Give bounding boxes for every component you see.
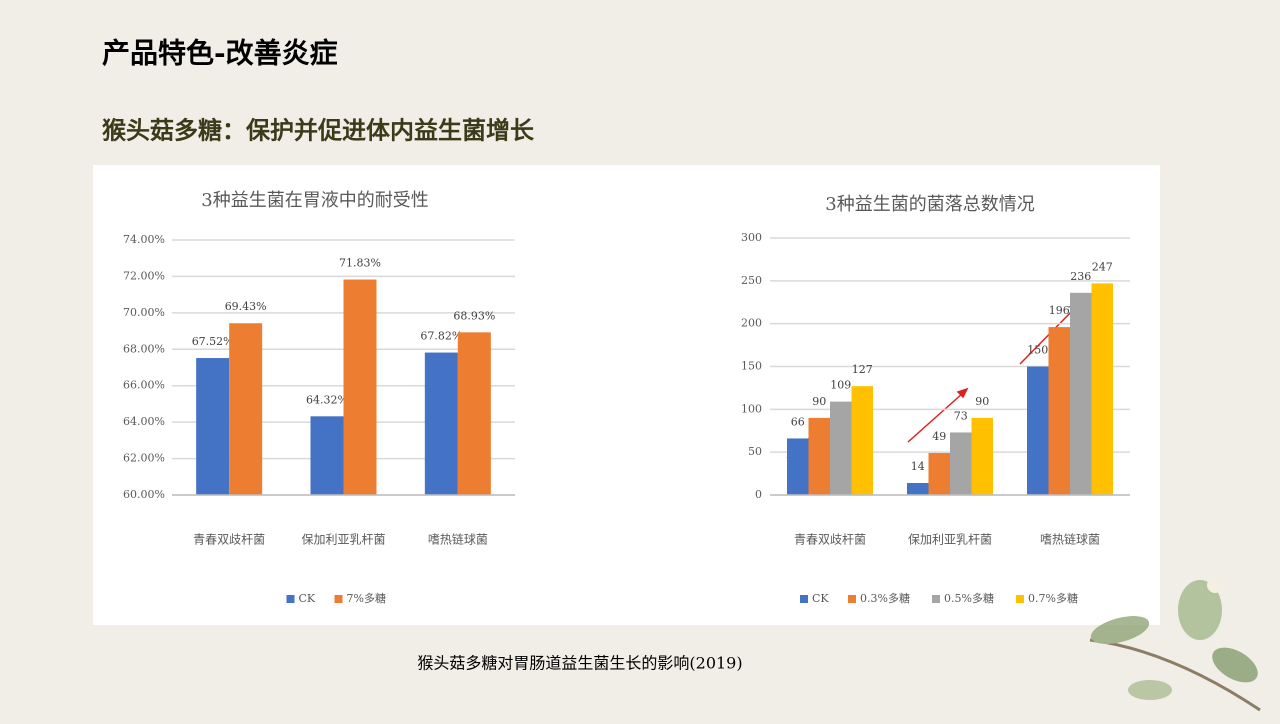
x-tick-label: 嗜热链球菌 [1040,532,1100,547]
bar [457,332,491,495]
x-tick-label: 保加利亚乳杆菌 [301,533,385,547]
bar [787,438,809,495]
bar [1091,283,1113,495]
bar [196,358,230,495]
bar [971,417,993,495]
bar [1070,292,1092,495]
bar [1048,327,1070,495]
slide-subtitle: 猴头菇多糖：保护并促进体内益生菌增长 [102,116,535,145]
data-label: 14 [911,460,925,473]
legend-label: 7%多糖 [347,591,386,605]
data-label: 68.93% [453,309,495,322]
chart-panel [93,165,1160,625]
legend-label: 0.3%多糖 [860,591,910,605]
data-label: 196 [1049,304,1070,317]
data-label: 71.83% [339,257,381,270]
data-label: 49 [932,430,946,443]
y-tick-label: 0 [755,488,762,501]
bar [229,323,263,495]
x-tick-label: 青春双歧杆菌 [794,533,866,547]
bar [830,401,852,495]
legend-swatch [848,595,856,603]
legend-swatch [286,595,295,603]
data-label: 236 [1070,270,1091,283]
legend-swatch [1016,595,1024,603]
chart-title: 3种益生菌的菌落总数情况 [825,194,1034,215]
caption: 猴头菇多糖对胃肠道益生菌生长的影响(2019) [417,654,742,673]
y-tick-label: 60.00% [123,488,165,501]
y-tick-label: 64.00% [123,415,165,428]
data-label: 109 [830,379,851,392]
data-label: 69.43% [225,300,267,313]
y-tick-label: 74.00% [123,233,165,246]
legend-swatch [334,595,343,603]
y-tick-label: 250 [741,274,762,287]
y-tick-label: 200 [741,317,762,330]
legend-swatch [932,595,940,603]
bar [950,432,972,495]
bar [310,416,344,495]
x-tick-label: 保加利亚乳杆菌 [908,533,992,547]
legend-label: CK [299,592,316,605]
x-tick-label: 青春双歧杆菌 [193,533,265,547]
slide-title: 产品特色-改善炎症 [102,37,338,70]
data-label: 66 [791,415,805,428]
bar [907,483,929,495]
decoration [1089,577,1261,712]
y-tick-label: 50 [748,445,762,458]
data-label: 73 [954,409,968,422]
bar [424,352,458,495]
data-label: 247 [1092,260,1113,273]
y-tick-label: 70.00% [123,306,165,319]
y-tick-label: 72.00% [123,269,165,282]
data-label: 90 [975,395,989,408]
bar [1027,366,1049,495]
data-label: 150 [1027,344,1048,357]
data-label: 90 [812,395,826,408]
data-label: 67.52% [192,335,234,348]
y-tick-label: 100 [741,402,762,415]
x-tick-label: 嗜热链球菌 [428,532,488,547]
bar [343,279,377,495]
legend-label: 0.7%多糖 [1028,591,1078,605]
y-tick-label: 300 [741,231,762,244]
bar [851,386,873,495]
chart-title: 3种益生菌在胃液中的耐受性 [201,190,428,211]
data-label: 127 [852,363,873,376]
y-tick-label: 68.00% [123,342,165,355]
y-tick-label: 62.00% [123,452,165,465]
legend-label: 0.5%多糖 [944,591,994,605]
data-label: 67.82% [420,330,462,343]
legend-label: CK [812,592,829,605]
data-label: 64.32% [306,393,348,406]
y-tick-label: 66.00% [123,379,165,392]
bar [928,453,950,495]
y-tick-label: 150 [741,360,762,373]
legend-swatch [800,595,808,603]
bar [808,417,830,495]
